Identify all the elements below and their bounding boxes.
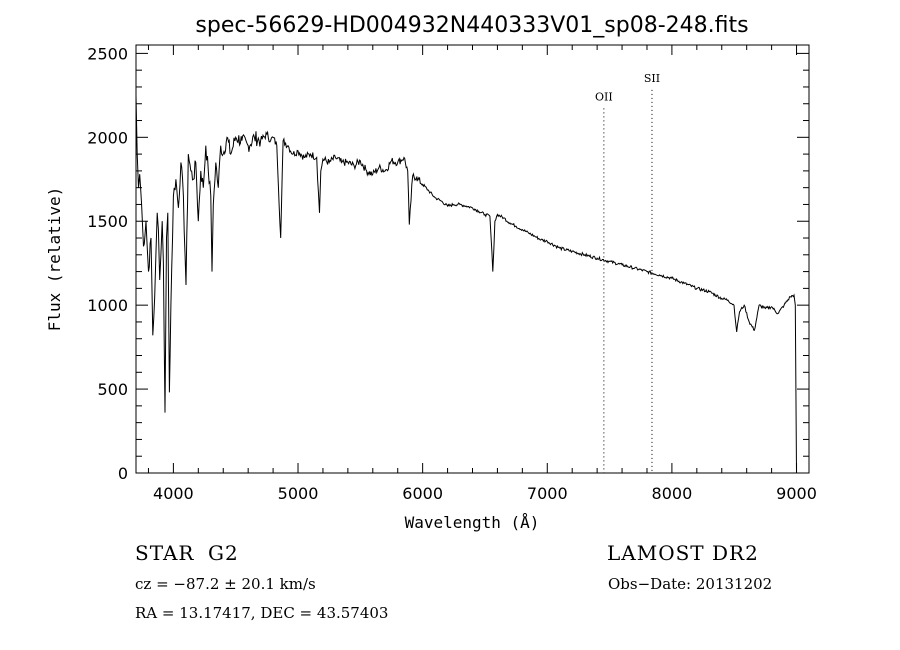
x-tick-label: 5000 — [278, 484, 319, 503]
x-tick-label: 4000 — [153, 484, 194, 503]
y-tick-label: 500 — [97, 380, 128, 399]
x-axis: 4000 5000 6000 7000 8000 9000 — [147, 45, 817, 503]
line-markers: OII SII — [595, 72, 660, 473]
x-tick-label: 7000 — [527, 484, 568, 503]
x-tick-label: 6000 — [402, 484, 443, 503]
survey-name: LAMOST DR2 — [607, 541, 759, 565]
y-tick-label: 1500 — [87, 212, 128, 231]
line-marker-label: SII — [644, 72, 660, 85]
plot-frame — [135, 44, 810, 474]
y-tick-label: 0 — [118, 464, 128, 483]
x-tick-label: 9000 — [776, 484, 817, 503]
chart-title: spec-56629-HD004932N440333V01_sp08-248.f… — [195, 13, 748, 38]
y-axis-label: Flux (relative) — [45, 187, 64, 332]
y-axis: 0 500 1000 1500 2000 2500 — [87, 44, 809, 483]
spectrum-line — [135, 95, 797, 474]
coordinates: RA = 13.17417, DEC = 43.57403 — [135, 604, 389, 622]
spectral-class: G2 — [208, 541, 239, 565]
line-marker-label: OII — [595, 90, 613, 103]
y-tick-label: 1000 — [87, 296, 128, 315]
object-type: STAR — [135, 541, 195, 565]
x-axis-label: Wavelength (Å) — [405, 513, 540, 532]
x-tick-label: 8000 — [652, 484, 693, 503]
redshift-velocity: cz = −87.2 ± 20.1 km/s — [135, 575, 316, 593]
observation-date: Obs−Date: 20131202 — [608, 575, 773, 593]
y-tick-label: 2000 — [87, 128, 128, 147]
y-tick-label: 2500 — [87, 44, 128, 63]
